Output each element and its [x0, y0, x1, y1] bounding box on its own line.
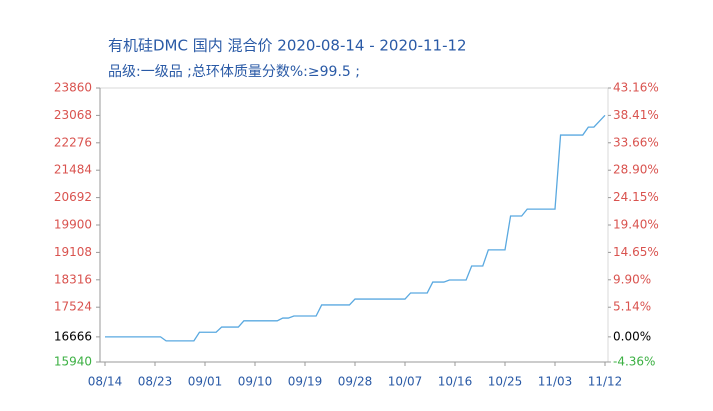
y-tick-label: 23860	[54, 81, 92, 95]
y-tick-label: 15940	[54, 355, 92, 369]
y-tick-label: 16666	[54, 329, 92, 343]
x-tick-label: 09/19	[288, 375, 323, 389]
y-tick-label: 21484	[54, 163, 92, 177]
price-line	[105, 114, 606, 342]
x-tick-label: 10/16	[438, 375, 473, 389]
x-tick-label: 11/03	[538, 375, 573, 389]
plot-frame	[99, 87, 609, 363]
y-tick-label: 19900	[54, 218, 92, 232]
y2-tick-label: 5.14%	[613, 300, 651, 314]
y2-tick-label: 38.41%	[613, 108, 659, 122]
y2-tick-label: -4.36%	[613, 355, 655, 369]
x-tick-label: 09/28	[338, 375, 373, 389]
y-tick-label: 19108	[54, 245, 92, 259]
y-tick-label: 18316	[54, 272, 92, 286]
y2-tick-label: 14.65%	[613, 245, 659, 259]
y-tick-label: 22276	[54, 135, 92, 149]
y-tick-label: 23068	[54, 108, 92, 122]
x-tick-label: 09/01	[188, 375, 223, 389]
y2-tick-label: 43.16%	[613, 81, 659, 95]
chart-subtitle: 品级:一级品 ;总环体质量分数%:≥99.5 ;	[108, 64, 360, 80]
y2-tick-label: 0.00%	[613, 329, 651, 343]
y2-tick-label: 33.66%	[613, 135, 659, 149]
y-tick-label: 20692	[54, 190, 92, 204]
y2-tick-label: 9.90%	[613, 272, 651, 286]
x-tick-label: 08/14	[88, 375, 123, 389]
x-tick-label: 11/12	[588, 375, 623, 389]
x-tick-label: 10/07	[388, 375, 423, 389]
x-tick-label: 09/10	[238, 375, 273, 389]
x-tick-label: 10/25	[488, 375, 523, 389]
y2-tick-label: 19.40%	[613, 218, 659, 232]
x-tick-label: 08/23	[138, 375, 173, 389]
chart-title: 有机硅DMC 国内 混合价 2020-08-14 - 2020-11-12	[108, 37, 467, 55]
y2-tick-label: 24.15%	[613, 190, 659, 204]
y2-tick-label: 28.90%	[613, 163, 659, 177]
y-tick-label: 17524	[54, 300, 92, 314]
